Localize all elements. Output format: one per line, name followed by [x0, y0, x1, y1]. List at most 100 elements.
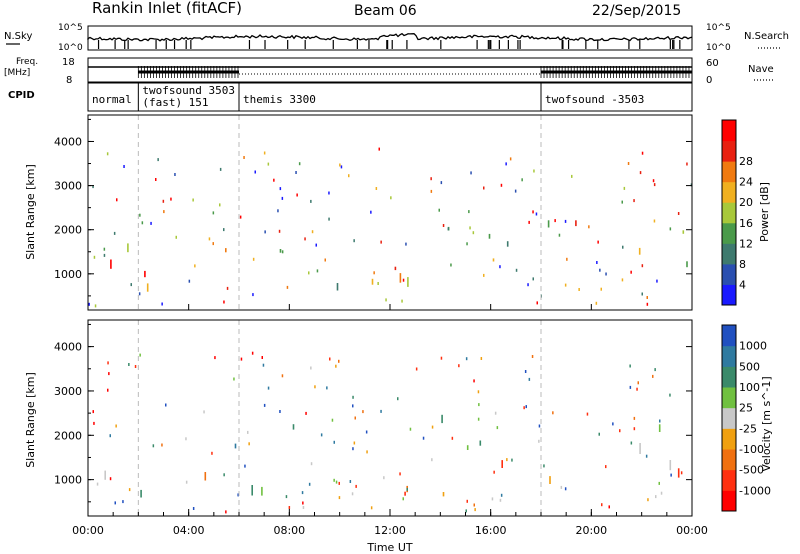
echo-cell — [371, 278, 374, 285]
echo-cell — [633, 199, 635, 203]
echo-cell — [292, 424, 295, 430]
echo-cell — [279, 187, 282, 191]
echo-cell — [320, 433, 323, 437]
echo-cell — [658, 481, 660, 485]
echo-cell — [298, 162, 301, 166]
echo-cell — [109, 434, 111, 438]
echo-cell — [92, 410, 94, 414]
power-colorbar: 4 8 12 16 20 24 28 — [721, 119, 753, 306]
colorbar-tick-label: -25 — [739, 422, 757, 435]
echo-cell — [254, 170, 256, 174]
echo-cell — [466, 499, 468, 503]
echo-cell — [600, 287, 602, 291]
colorbar-swatch — [722, 161, 736, 183]
echo-cell — [88, 302, 90, 306]
echo-cell — [94, 304, 97, 308]
echo-cell — [157, 158, 159, 162]
echo-cell — [375, 187, 378, 190]
echo-cell — [511, 458, 513, 462]
echo-cell — [140, 489, 142, 498]
cpid-label: CPID — [8, 90, 35, 101]
echo-cell — [677, 468, 680, 478]
echo-cell — [397, 397, 399, 401]
echo-cell — [225, 248, 227, 253]
echo-cell — [488, 233, 491, 239]
echo-cell — [399, 472, 401, 476]
echo-cell — [595, 301, 598, 305]
echo-cell — [431, 425, 434, 429]
freq-unit: [MHz] — [4, 68, 30, 78]
y-tick-label: 2000 — [54, 429, 82, 442]
colorbar-tick-label: -500 — [739, 464, 764, 477]
echo-cell — [170, 197, 172, 201]
cpid-name: themis 3300 — [243, 93, 316, 106]
echo-cell — [370, 506, 373, 510]
echo-cell — [483, 186, 485, 190]
y-tick-label: 1000 — [54, 268, 82, 281]
echo-cell — [528, 377, 531, 381]
y-tick-label: 3000 — [54, 385, 82, 398]
colorbar-tick-label: 8 — [739, 258, 746, 271]
echo-cell — [281, 374, 284, 378]
echo-cell — [677, 212, 680, 215]
echo-cell — [96, 482, 99, 486]
x-tick-label: 04:00 — [173, 524, 205, 537]
echo-cell — [267, 162, 270, 166]
top-right-tick-lo: 10^0 — [706, 43, 731, 53]
echo-cell — [646, 302, 649, 306]
echo-cell — [655, 495, 657, 499]
echo-cell — [524, 370, 527, 373]
echo-cell — [549, 476, 551, 484]
echo-cell — [316, 269, 319, 273]
colorbar-swatch — [722, 202, 736, 224]
colorbar-swatch — [722, 345, 736, 367]
echo-cell — [234, 443, 237, 449]
echo-cell — [641, 151, 644, 155]
freq-tick-hi: 18 — [62, 57, 75, 68]
echo-cell — [686, 261, 688, 268]
echo-cell — [478, 403, 480, 407]
echo-cell — [315, 243, 317, 247]
echo-cell — [438, 208, 440, 212]
power-mode-lines — [137, 115, 542, 310]
power-y-axis: 1000 2000 3000 4000 — [54, 118, 692, 297]
echo-cell — [474, 508, 476, 512]
echo-cell — [493, 470, 495, 474]
echo-cell — [194, 264, 196, 268]
echo-cell — [192, 507, 195, 510]
echo-cell — [659, 419, 661, 423]
echo-cell — [430, 177, 432, 181]
echo-cell — [165, 403, 167, 407]
echo-cell — [212, 211, 215, 215]
echo-cell — [538, 439, 540, 443]
echo-cell — [473, 379, 475, 383]
echo-cell — [641, 264, 644, 268]
echo-cell — [203, 410, 205, 414]
echo-cell — [394, 266, 397, 271]
nave-tick-lo: 0 — [706, 75, 712, 86]
echo-cell — [653, 183, 656, 187]
echo-cell — [162, 199, 165, 203]
echo-cell — [599, 268, 601, 272]
echo-cell — [185, 480, 188, 484]
echo-cell — [338, 481, 340, 485]
echo-cell — [107, 361, 109, 365]
echo-cell — [380, 409, 382, 413]
velocity-heatmap — [92, 351, 683, 514]
echo-cell — [262, 363, 265, 367]
echo-cell — [338, 496, 341, 500]
echo-cell — [383, 476, 385, 480]
echo-cell — [543, 464, 545, 468]
echo-cell — [680, 471, 683, 475]
colorbar-tick-label: 1000 — [739, 340, 767, 353]
echo-cell — [630, 270, 632, 274]
echo-cell — [251, 351, 254, 355]
colorbar-tick-label: 24 — [739, 176, 753, 189]
echo-cell — [281, 196, 284, 200]
echo-cell — [352, 447, 354, 451]
echo-cell — [571, 174, 573, 178]
echo-cell — [188, 279, 191, 283]
echo-cell — [656, 279, 658, 283]
date-label: 22/Sep/2015 — [592, 3, 681, 19]
echo-cell — [127, 243, 129, 253]
